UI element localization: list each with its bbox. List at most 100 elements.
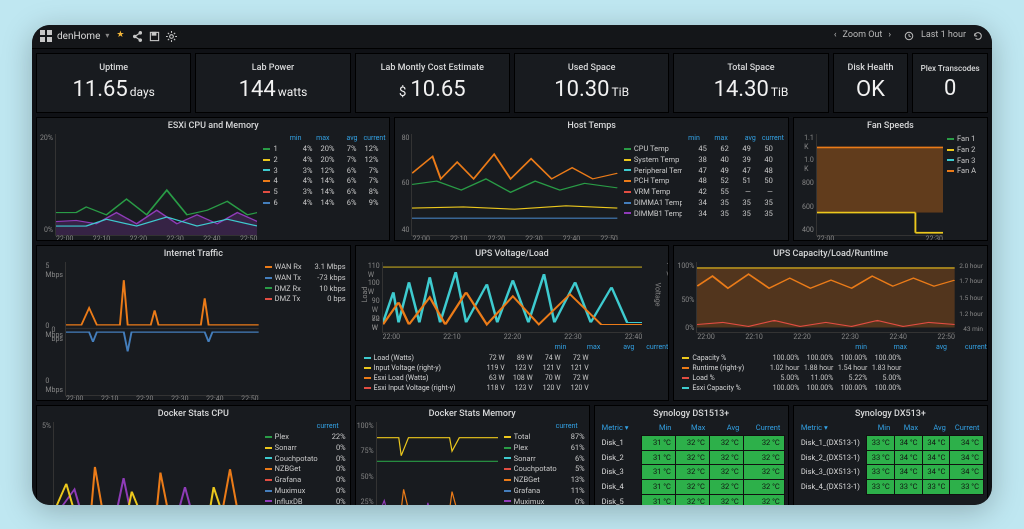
legend-item[interactable]: NZBGet0% <box>265 464 346 475</box>
legend-item[interactable]: Load (Watts)72 W89 W74 W72 W <box>364 353 669 363</box>
star-icon[interactable]: ★ <box>114 30 126 42</box>
axis-label: Voltage <box>652 283 661 307</box>
y-tick: 80 <box>402 134 410 143</box>
col-header[interactable]: Max <box>675 421 709 435</box>
legend-item[interactable]: DMZ Tx0 bps <box>265 294 346 305</box>
legend-item[interactable]: VRM Temp4255— — <box>624 187 784 198</box>
legend-item[interactable]: Fan 1 <box>947 134 983 145</box>
breadcrumb[interactable]: denHome ▾ ★ <box>40 30 177 43</box>
panel-synology-ds1513[interactable]: Synology DS1513+ Metric ▾MinMaxAvgCurren… <box>594 405 789 505</box>
save-icon[interactable] <box>148 30 160 42</box>
legend-item[interactable]: PCH Temp48525150 <box>624 176 784 187</box>
legend-item[interactable]: InfluxDB0% <box>265 496 346 504</box>
legend-item[interactable]: Sonarr0% <box>265 442 346 453</box>
x-tick: 22:00 <box>56 235 73 240</box>
col-header[interactable]: Current <box>743 421 784 435</box>
chevron-left-icon[interactable]: ‹ <box>834 30 837 42</box>
legend-item[interactable]: DMZ Rx10 kbps <box>265 283 346 294</box>
panel-fan-speeds[interactable]: Fan Speeds 1.1 K 1.0 K 800 600 400 <box>793 117 988 241</box>
panel-plex-transcodes[interactable]: Plex Transcodes 0 <box>912 53 988 113</box>
dashboard-icon <box>40 30 52 42</box>
legend-item[interactable]: Couchpotato0% <box>265 453 346 464</box>
time-range-picker[interactable]: Last 1 hour <box>921 30 966 42</box>
panel-lab-power[interactable]: Lab Power 144watts <box>195 53 350 113</box>
dashboard-name[interactable]: denHome <box>57 30 100 43</box>
legend-item[interactable]: WAN Rx3.1 Mbps <box>265 262 346 273</box>
col-header[interactable]: Min <box>866 421 894 435</box>
x-tick: 22:10 <box>101 395 118 400</box>
legend-item[interactable]: Muximux0% <box>504 496 585 504</box>
y-tick: 1.2 hour <box>959 310 983 318</box>
panel-host-temps[interactable]: Host Temps 80 60 40 22:0022:1022:2022:30… <box>394 117 788 241</box>
legend-item[interactable]: Esxi Input Voltage (right-y)118 V123 V12… <box>364 383 669 393</box>
col-header[interactable]: Avg <box>922 421 950 435</box>
legend-item[interactable]: Input Voltage (right-y)119 V123 V121 V12… <box>364 363 669 373</box>
col-header[interactable]: Avg <box>709 421 743 435</box>
legend-item[interactable]: Fan A <box>947 166 983 177</box>
table-row: Disk_4_(DX513-1)33 °C33 °C33 °C33 °C <box>797 480 984 495</box>
chart: 22:0022:1022:2022:3022:4022:50 <box>696 262 955 334</box>
panel-synology-dx513[interactable]: Synology DX513+ Metric ▾MinMaxAvgCurrent… <box>793 405 988 505</box>
legend-item[interactable]: Muximux0% <box>265 485 346 496</box>
legend-item[interactable]: System Temp38403940 <box>624 154 784 165</box>
panel-ups-voltage-load[interactable]: UPS Voltage/Load Load 110 W 100 W 90 W 8… <box>355 245 670 401</box>
legend-item[interactable]: 53%14%6%8% <box>263 187 385 198</box>
legend-item[interactable]: Esxi Capacity %100.00%100.00%100.00%100.… <box>682 383 987 393</box>
col-header[interactable]: Metric ▾ <box>797 421 867 435</box>
panel-internet-traffic[interactable]: Internet Traffic 5 Mbps 0 Mbps 0 bps 0 M… <box>36 245 351 401</box>
legend-item[interactable]: Peripheral Temp47494748 <box>624 165 784 176</box>
legend-item[interactable]: Esxi Load (Watts)63 W108 W70 W72 W <box>364 373 669 383</box>
stat-value: 144 <box>239 77 276 102</box>
refresh-icon[interactable] <box>972 30 984 42</box>
table-row: Disk_2_(DX513-1)33 °C34 °C34 °C34 °C <box>797 450 984 465</box>
y-tick: 0 Mbps <box>45 377 63 395</box>
panel-used-space[interactable]: Used Space 10.30TiB <box>514 53 669 113</box>
col-header[interactable]: Min <box>642 421 676 435</box>
legend-item[interactable]: Capacity %100.00%100.00%100.00%100.00% <box>682 353 987 363</box>
legend-item[interactable]: 33%12%6%7% <box>263 165 385 176</box>
legend-item[interactable]: Total87% <box>504 432 585 443</box>
table-row: Disk_531 °C32 °C32 °C32 °C <box>598 494 785 504</box>
zoom-out-button[interactable]: Zoom Out <box>843 30 883 42</box>
legend-item[interactable]: Load %5.00%11.00%5.22%5.00% <box>682 373 987 383</box>
legend-item[interactable]: Sonarr6% <box>504 453 585 464</box>
stat-value: OK <box>856 77 885 102</box>
chart: 22:0022:1022:2022:3022:4022:50 <box>53 422 259 505</box>
legend-item[interactable]: Couchpotato5% <box>504 464 585 475</box>
panel-cost[interactable]: Lab Montly Cost Estimate $10.65 <box>355 53 510 113</box>
legend-item[interactable]: CPU Temp45624950 <box>624 144 784 155</box>
col-header[interactable]: Current <box>950 421 984 435</box>
legend-item[interactable]: Plex22% <box>265 432 346 443</box>
legend-item[interactable]: Grafana11% <box>504 485 585 496</box>
legend-item[interactable]: 24%20%7%12% <box>263 154 385 165</box>
legend-item[interactable]: DIMMB1 Temp34353535 <box>624 208 784 219</box>
legend-item[interactable]: WAN Tx-73 kbps <box>265 272 346 283</box>
chevron-right-icon[interactable]: › <box>888 30 891 42</box>
gear-icon[interactable] <box>165 30 177 42</box>
panel-total-space[interactable]: Total Space 14.30TiB <box>673 53 828 113</box>
legend-item[interactable]: Fan 3 <box>947 155 983 166</box>
col-header[interactable]: Max <box>894 421 922 435</box>
panel-uptime[interactable]: Uptime 11.65days <box>36 53 191 113</box>
legend-item[interactable]: DIMMA1 Temp34353535 <box>624 197 784 208</box>
legend-item[interactable]: 44%14%6%7% <box>263 176 385 187</box>
legend-item[interactable]: 14%20%7%12% <box>263 144 385 155</box>
y-tick: 60 <box>402 179 410 188</box>
panel-docker-memory[interactable]: Docker Stats Memory 100% 75% 50% 25% 0% <box>355 405 590 505</box>
stat-unit: days <box>130 85 155 99</box>
legend-item[interactable]: Plex61% <box>504 442 585 453</box>
panel-ups-capacity[interactable]: UPS Capacity/Load/Runtime 100% 50% 0% <box>673 245 988 401</box>
legend-item[interactable]: Grafana0% <box>265 475 346 486</box>
legend-item[interactable]: NZBGet13% <box>504 475 585 486</box>
share-icon[interactable] <box>131 30 143 42</box>
y-tick: 400 <box>802 226 814 235</box>
legend-item[interactable]: Fan 2 <box>947 144 983 155</box>
col-header[interactable]: Metric ▾ <box>598 421 642 435</box>
panel-esxi-cpu-memory[interactable]: ESXi CPU and Memory 20% 0% 22:0022:1022:… <box>36 117 390 241</box>
y-tick: 1.1 K <box>804 134 814 152</box>
legend-item[interactable]: Runtime (right-y)1.02 hour1.88 hour1.54 … <box>682 363 987 373</box>
legend-item[interactable]: 64%14%6%9% <box>263 197 385 208</box>
panel-disk-health[interactable]: Disk Health OK <box>833 53 909 113</box>
panel-docker-cpu[interactable]: Docker Stats CPU 5% 0% 22:0022:1022:2022… <box>36 405 351 505</box>
y-tick: 100 V <box>666 262 669 280</box>
